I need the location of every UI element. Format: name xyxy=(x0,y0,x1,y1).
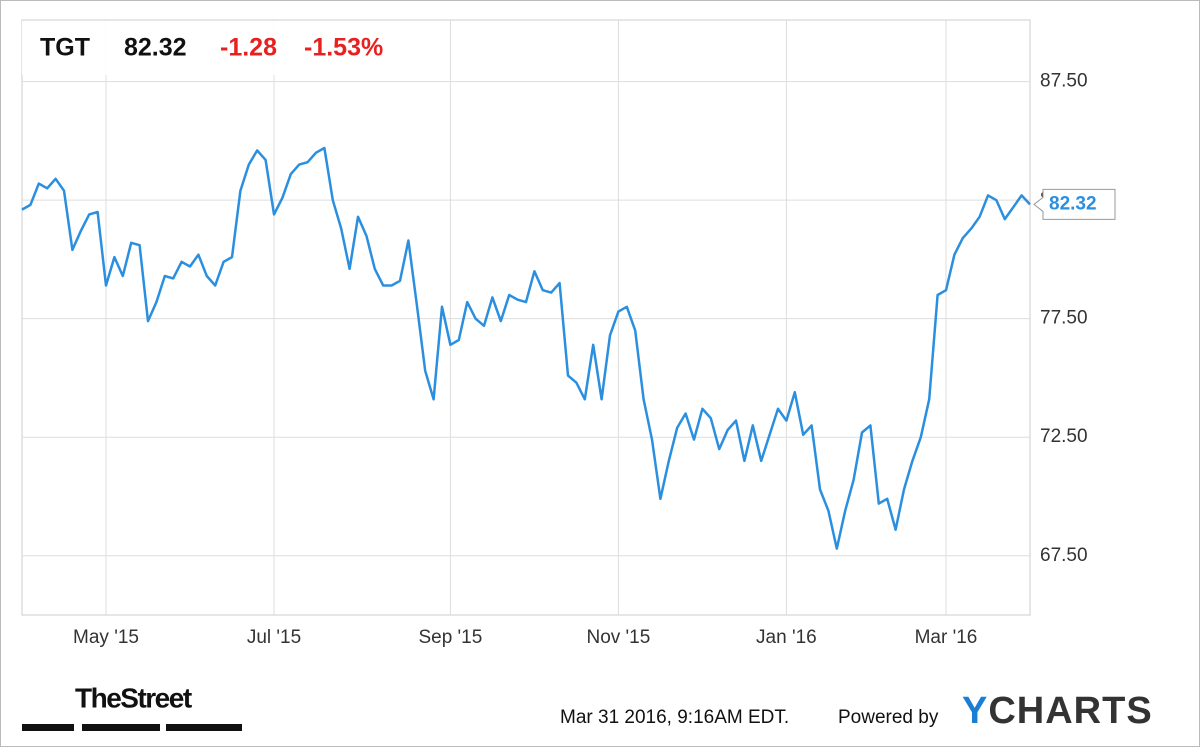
y-tick-label: 72.50 xyxy=(1040,426,1088,447)
price: 82.32 xyxy=(124,34,187,62)
y-tick-label: 67.50 xyxy=(1040,545,1088,566)
x-tick-label: Sep '15 xyxy=(418,627,482,648)
x-tick-label: Jul '15 xyxy=(247,627,301,648)
logo-bar xyxy=(22,724,74,731)
x-tick-label: Mar '16 xyxy=(915,627,978,648)
logo-bar xyxy=(166,724,242,731)
powered-by: Powered by xyxy=(838,707,939,728)
x-tick-label: Nov '15 xyxy=(586,627,650,648)
header-box xyxy=(22,21,420,75)
symbol: TGT xyxy=(40,34,90,62)
logo-bar xyxy=(82,724,160,731)
plot-area xyxy=(21,19,1031,616)
last-value-label: 82.32 xyxy=(1049,193,1097,214)
grid xyxy=(22,20,1030,615)
change: -1.28 xyxy=(220,34,277,62)
source-logo: TheStreet xyxy=(75,682,192,713)
y-tick-label: 87.50 xyxy=(1040,71,1088,92)
last-value-bubble xyxy=(1033,188,1116,220)
x-tick-label: Jan '16 xyxy=(756,627,817,648)
brand-logo: YCHARTS xyxy=(962,690,1153,732)
timestamp: Mar 31 2016, 9:16AM EDT. xyxy=(560,707,789,728)
x-tick-label: May '15 xyxy=(73,627,139,648)
change-percent: -1.53% xyxy=(304,34,383,62)
price-line xyxy=(21,146,1031,550)
y-tick-label: 77.50 xyxy=(1040,308,1088,329)
